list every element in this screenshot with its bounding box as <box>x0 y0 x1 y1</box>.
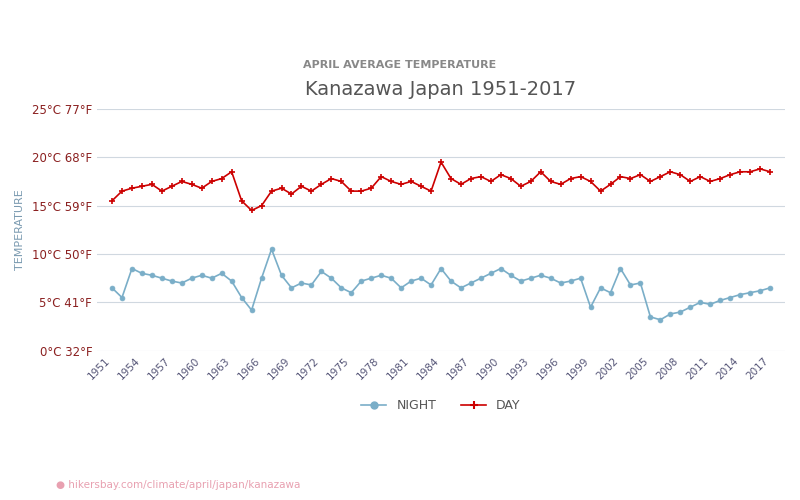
DAY <box>187 182 197 188</box>
DAY <box>386 178 396 184</box>
DAY <box>626 176 635 182</box>
NIGHT <box>726 294 735 300</box>
DAY <box>726 172 735 177</box>
DAY <box>246 208 256 214</box>
NIGHT <box>266 246 276 252</box>
NIGHT <box>416 275 426 281</box>
Text: ● hikersbay.com/climate/april/japan/kanazawa: ● hikersbay.com/climate/april/japan/kana… <box>56 480 300 490</box>
DAY <box>107 198 117 204</box>
Text: APRIL AVERAGE TEMPERATURE: APRIL AVERAGE TEMPERATURE <box>303 60 497 70</box>
Y-axis label: TEMPERATURE: TEMPERATURE <box>15 190 25 270</box>
NIGHT <box>386 275 396 281</box>
DAY <box>766 169 775 175</box>
Line: DAY: DAY <box>110 160 773 213</box>
DAY <box>416 184 426 190</box>
NIGHT <box>187 275 197 281</box>
Legend: NIGHT, DAY: NIGHT, DAY <box>356 394 526 417</box>
NIGHT <box>157 275 166 281</box>
DAY <box>436 159 446 165</box>
NIGHT <box>616 266 626 272</box>
DAY <box>157 188 166 194</box>
NIGHT <box>107 285 117 291</box>
Line: NIGHT: NIGHT <box>110 246 773 322</box>
Title: Kanazawa Japan 1951-2017: Kanazawa Japan 1951-2017 <box>306 80 577 99</box>
NIGHT <box>766 285 775 291</box>
NIGHT <box>655 317 665 323</box>
